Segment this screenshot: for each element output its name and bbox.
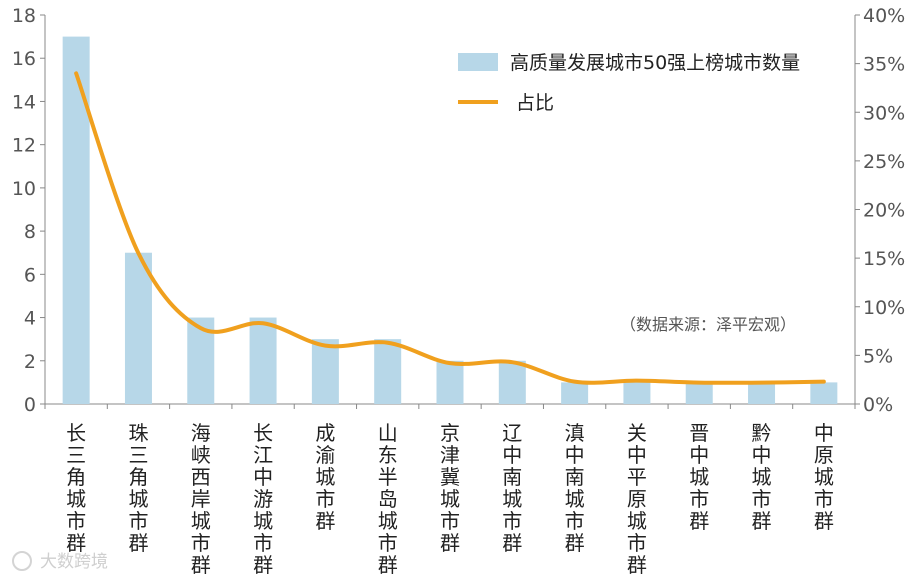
category-label: 黔中城市群 xyxy=(752,421,772,533)
bar xyxy=(623,382,651,404)
left-tick-label: 0 xyxy=(24,394,36,416)
left-tick-label: 4 xyxy=(24,308,36,330)
bar xyxy=(311,339,339,404)
right-tick-label: 15% xyxy=(863,248,905,270)
bar xyxy=(124,252,152,404)
category-labels: 长三角城市群 珠三角城市群 海峡西岸城市群 长江中游城市群 成渝城市群 山东半岛城市群 京津… xyxy=(66,421,834,577)
bar-series xyxy=(62,36,838,404)
left-tick-label: 14 xyxy=(12,91,36,113)
bar xyxy=(748,382,776,404)
bar xyxy=(374,339,402,404)
right-tick-label: 30% xyxy=(863,102,905,124)
category-label: 珠三角城市群 xyxy=(128,421,148,555)
left-tick-label: 10 xyxy=(12,178,36,200)
category-label: 海峡西岸城市群 xyxy=(191,421,211,577)
right-axis-ticks: 0% 5% 10% 15% 20% 25% 30% 35% 40% xyxy=(855,5,905,416)
left-tick-label: 16 xyxy=(12,48,36,70)
bar xyxy=(561,382,589,404)
right-tick-label: 20% xyxy=(863,200,905,222)
axes xyxy=(44,15,856,409)
right-tick-label: 5% xyxy=(863,345,893,367)
source-note: （数据来源：泽平宏观） xyxy=(620,315,796,334)
left-tick-label: 8 xyxy=(24,221,36,243)
bar xyxy=(436,360,464,404)
category-label: 长三角城市群 xyxy=(66,421,86,555)
category-label: 山东半岛城市群 xyxy=(378,421,398,577)
category-label: 长江中游城市群 xyxy=(253,421,273,577)
category-label: 辽中南城市群 xyxy=(502,421,522,555)
category-label: 京津冀城市群 xyxy=(440,421,460,555)
legend: 高质量发展城市50强上榜城市数量 占比 xyxy=(458,52,800,114)
right-tick-label: 35% xyxy=(863,54,905,76)
watermark: 大数跨境 xyxy=(12,551,108,572)
category-label: 成渝城市群 xyxy=(315,421,335,533)
right-tick-label: 10% xyxy=(863,297,905,319)
bar xyxy=(249,317,277,404)
right-tick-label: 0% xyxy=(863,394,893,416)
category-label: 中原城市群 xyxy=(814,421,834,533)
watermark-text: 大数跨境 xyxy=(40,552,108,572)
right-tick-label: 25% xyxy=(863,151,905,173)
right-tick-label: 40% xyxy=(863,5,905,27)
line-path xyxy=(74,71,826,385)
bar xyxy=(810,382,838,404)
left-axis-ticks: 0 2 4 6 8 10 12 14 16 18 xyxy=(12,5,45,416)
category-label: 滇中南城市群 xyxy=(565,421,585,555)
watermark-logo-icon xyxy=(12,551,32,571)
legend-bar-swatch xyxy=(458,53,498,71)
left-tick-label: 12 xyxy=(12,135,36,157)
category-label: 关中平原城市群 xyxy=(627,421,647,577)
line-series xyxy=(74,71,826,385)
left-tick-label: 2 xyxy=(24,351,36,373)
bar xyxy=(498,360,526,404)
left-tick-label: 18 xyxy=(12,5,36,27)
legend-line-label: 占比 xyxy=(516,92,554,114)
legend-bar-label: 高质量发展城市50强上榜城市数量 xyxy=(510,52,800,74)
bar xyxy=(685,382,713,404)
category-label: 晋中城市群 xyxy=(689,421,709,533)
bar xyxy=(62,36,90,404)
left-tick-label: 6 xyxy=(24,264,36,286)
